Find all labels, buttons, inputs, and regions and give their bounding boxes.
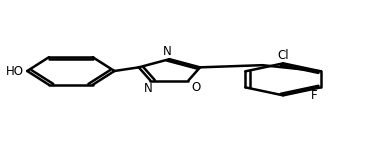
Text: N: N <box>163 45 172 58</box>
Text: HO: HO <box>5 64 23 78</box>
Text: N: N <box>144 82 153 95</box>
Text: O: O <box>191 81 201 94</box>
Text: Cl: Cl <box>277 49 289 62</box>
Text: F: F <box>310 89 317 102</box>
